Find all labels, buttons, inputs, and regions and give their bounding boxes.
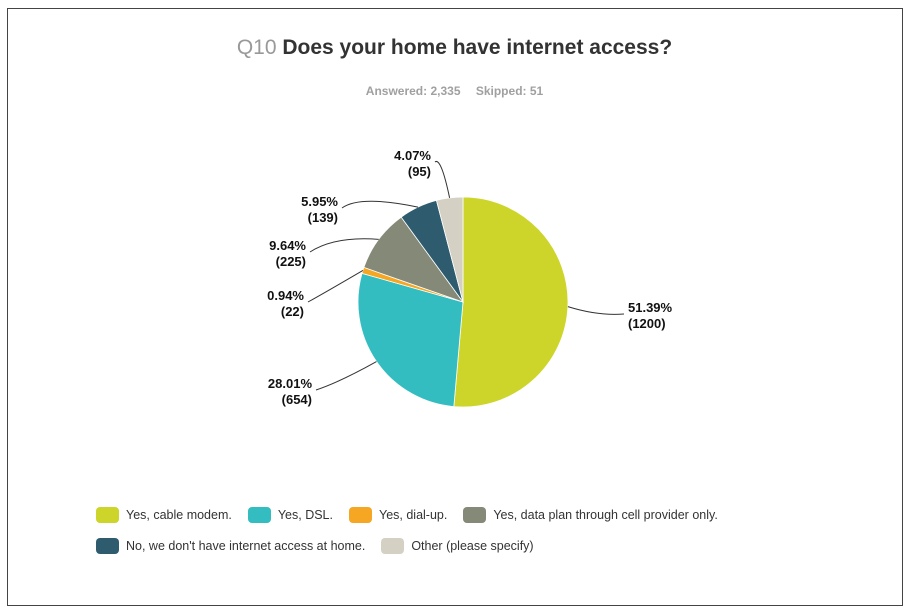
- slice-percent-label: 5.95%: [301, 194, 338, 209]
- legend-row: No, we don't have internet access at hom…: [96, 536, 876, 556]
- legend-swatch: [381, 538, 405, 554]
- slice-percent-label: 4.07%: [394, 148, 431, 163]
- leader-line: [307, 269, 364, 303]
- slice-count-label: (95): [408, 164, 431, 179]
- pie-slice: [453, 196, 569, 408]
- leader-line: [309, 238, 379, 253]
- slice-percent-label: 51.39%: [628, 300, 673, 315]
- legend-label: Yes, dial-up.: [379, 508, 448, 522]
- legend: Yes, cable modem. Yes, DSL. Yes, dial-up…: [96, 505, 876, 567]
- leader-line: [341, 200, 419, 209]
- question-number: Q10: [236, 36, 277, 59]
- question-text: Does your home have internet access?: [282, 36, 673, 59]
- answered-count: Answered: 2,335: [365, 84, 461, 98]
- slice-count-label: (225): [276, 254, 306, 269]
- legend-swatch: [463, 507, 487, 523]
- legend-swatch: [349, 507, 372, 523]
- legend-item-none: No, we don't have internet access at hom…: [96, 538, 365, 554]
- slice-percent-label: 28.01%: [268, 376, 313, 391]
- legend-label: No, we don't have internet access at hom…: [126, 539, 366, 553]
- chart-title: Q10 Does your home have internet access?: [0, 36, 909, 60]
- slice-percent-label: 0.94%: [267, 288, 304, 303]
- legend-item-other: Other (please specify): [381, 538, 534, 554]
- slice-count-label: (654): [282, 392, 312, 407]
- legend-swatch: [96, 538, 119, 554]
- legend-swatch: [247, 507, 271, 523]
- leader-line: [567, 306, 625, 315]
- legend-label: Yes, data plan through cell provider onl…: [493, 508, 718, 522]
- legend-row: Yes, cable modem. Yes, DSL. Yes, dial-up…: [96, 505, 876, 525]
- legend-item-cell: Yes, data plan through cell provider onl…: [463, 507, 718, 523]
- slice-count-label: (1200): [628, 316, 666, 331]
- legend-swatch: [96, 507, 119, 523]
- skipped-count: Skipped: 51: [475, 84, 544, 98]
- legend-item-cable: Yes, cable modem.: [96, 507, 232, 523]
- leader-line: [315, 361, 377, 391]
- legend-label: Yes, cable modem.: [126, 508, 232, 522]
- slice-percent-label: 9.64%: [269, 238, 306, 253]
- legend-item-dsl: Yes, DSL.: [247, 507, 333, 523]
- response-stats: Answered: 2,335 Skipped: 51: [0, 84, 909, 98]
- slice-count-label: (22): [281, 304, 304, 319]
- leader-line: [434, 160, 451, 199]
- legend-label: Yes, DSL.: [277, 508, 333, 522]
- legend-item-dialup: Yes, dial-up.: [349, 507, 447, 523]
- legend-label: Other (please specify): [411, 539, 534, 553]
- slice-count-label: (139): [308, 210, 338, 225]
- pie-slice: [357, 272, 464, 408]
